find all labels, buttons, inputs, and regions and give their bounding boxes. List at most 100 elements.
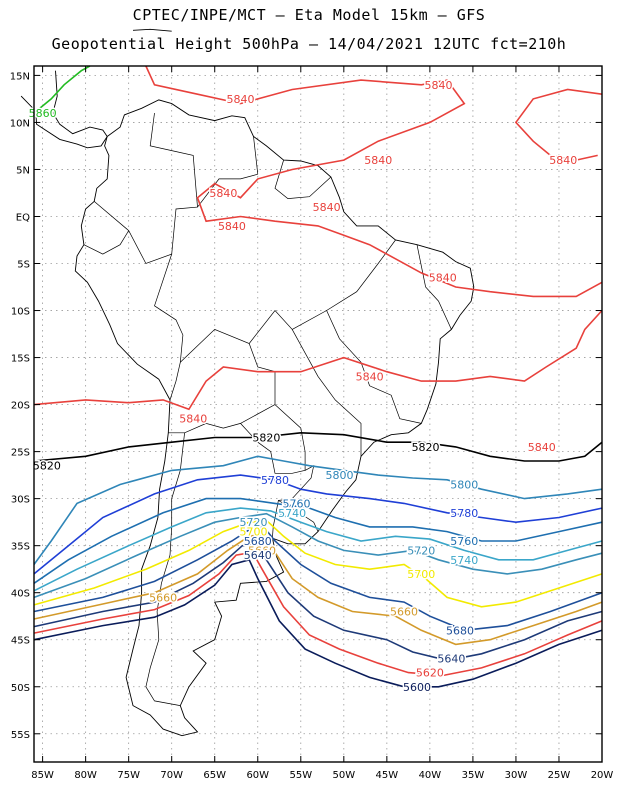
lon-tick-label: 60W	[246, 770, 269, 781]
lat-tick-label: 10N	[10, 118, 30, 129]
political-border	[248, 309, 362, 457]
lat-tick-label: 5N	[16, 165, 30, 176]
contour-label: 5840	[218, 220, 246, 233]
contour-label: 5760	[450, 535, 478, 548]
contour-5680	[33, 526, 603, 632]
lon-tick-label: 85W	[31, 770, 54, 781]
lat-tick-label: 25S	[11, 448, 30, 459]
contour-label: 5840	[313, 201, 341, 214]
contour-label: 5840	[227, 93, 255, 106]
contour-5840	[33, 309, 603, 411]
political-border	[145, 432, 185, 706]
contour-5800	[33, 455, 603, 565]
lat-tick-label: 45S	[11, 636, 30, 647]
contour-label: 5700	[407, 568, 435, 581]
contour-label: 5640	[437, 653, 465, 666]
lon-tick-label: 45W	[376, 770, 399, 781]
lon-tick-label: 20W	[591, 770, 614, 781]
axis-ticks: 15N10N5NEQ5S10S15S20S25S30S35S40S45S50S5…	[10, 66, 614, 781]
contour-5660	[33, 533, 603, 646]
contour-label: 5820	[252, 432, 280, 445]
contour-label: 5840	[549, 154, 577, 167]
lat-tick-label: 10S	[11, 307, 30, 318]
contour-label: 5820	[412, 441, 440, 454]
contour-5640	[33, 542, 603, 662]
lon-tick-label: 40W	[419, 770, 442, 781]
lat-tick-label: 30S	[11, 495, 30, 506]
contour-5840	[514, 88, 603, 161]
lon-tick-label: 35W	[462, 770, 485, 781]
contour-5700	[33, 519, 603, 608]
lat-tick-label: 55S	[11, 730, 30, 741]
contour-label: 5780	[450, 507, 478, 520]
political-border	[93, 173, 258, 264]
contour-label: 5740	[278, 507, 306, 520]
south-america-coastline	[74, 99, 475, 737]
contour-label: 5860	[29, 107, 57, 120]
lon-tick-label: 75W	[117, 770, 140, 781]
political-border	[154, 253, 184, 401]
contour-label: 5840	[209, 187, 237, 200]
political-border	[253, 136, 259, 175]
lon-tick-label: 80W	[74, 770, 97, 781]
contour-5860	[33, 65, 91, 114]
political-border	[240, 404, 306, 474]
lon-tick-label: 50W	[333, 770, 356, 781]
lon-tick-label: 25W	[548, 770, 571, 781]
contour-label: 5800	[450, 479, 478, 492]
contour-label: 5780	[261, 474, 289, 487]
contour-label: 5640	[244, 549, 272, 562]
lat-tick-label: 40S	[11, 589, 30, 600]
contour-label: 5840	[424, 79, 452, 92]
contour-label: 5720	[239, 516, 267, 529]
contour-label: 5660	[149, 591, 177, 604]
central-america-coastline	[20, 70, 108, 149]
political-border	[292, 239, 396, 330]
contour-label: 5840	[429, 272, 457, 285]
contour-label: 5800	[326, 469, 354, 482]
contour-label: 5840	[364, 154, 392, 167]
lon-tick-label: 65W	[203, 770, 226, 781]
lat-tick-label: 15S	[11, 354, 30, 365]
contour-5620	[33, 551, 603, 677]
contour-label: 5700	[239, 526, 267, 539]
contour-labels: 5840 5840 5840 5840 5840 5840 5840 5840 5840 5840…	[27, 77, 579, 695]
caribbean-coastline	[132, 28, 172, 32]
contour-label: 5680	[244, 535, 272, 548]
political-border	[83, 230, 129, 255]
lat-tick-label: 5S	[17, 260, 30, 271]
contour-label: 5760	[282, 497, 310, 510]
contour-label: 5660	[248, 544, 276, 557]
political-border	[326, 310, 422, 424]
contour-label: 5820	[33, 460, 61, 473]
contour-label: 5680	[446, 624, 474, 637]
map-title-line2: Geopotential Height 500hPa – 14/04/2021 …	[51, 35, 567, 53]
map-frame	[33, 65, 603, 763]
lon-tick-label: 55W	[289, 770, 312, 781]
contour-5720	[33, 512, 603, 599]
lat-tick-label: EQ	[16, 212, 30, 223]
height-contours	[33, 65, 603, 688]
contour-label: 5620	[416, 667, 444, 680]
contour-5780	[33, 474, 603, 575]
contour-5740	[33, 507, 603, 592]
lon-tick-label: 70W	[160, 770, 183, 781]
contour-5600	[33, 558, 603, 688]
contour-5760	[33, 497, 603, 584]
coastline-and-borders	[20, 28, 475, 737]
lat-tick-label: 15N	[10, 71, 30, 82]
contour-5820	[33, 431, 603, 462]
contour-5840	[145, 65, 603, 298]
contour-label: 5600	[403, 681, 431, 694]
contour-label: 5840	[528, 441, 556, 454]
contour-label: 5840	[179, 413, 207, 426]
contour-label: 5740	[450, 554, 478, 567]
lon-tick-label: 30W	[505, 770, 528, 781]
lat-tick-label: 20S	[11, 401, 30, 412]
lat-tick-label: 50S	[11, 683, 30, 694]
contour-label: 5660	[390, 606, 418, 619]
lat-tick-label: 35S	[11, 542, 30, 553]
graticule	[34, 66, 603, 762]
contour-label: 5840	[356, 370, 384, 383]
